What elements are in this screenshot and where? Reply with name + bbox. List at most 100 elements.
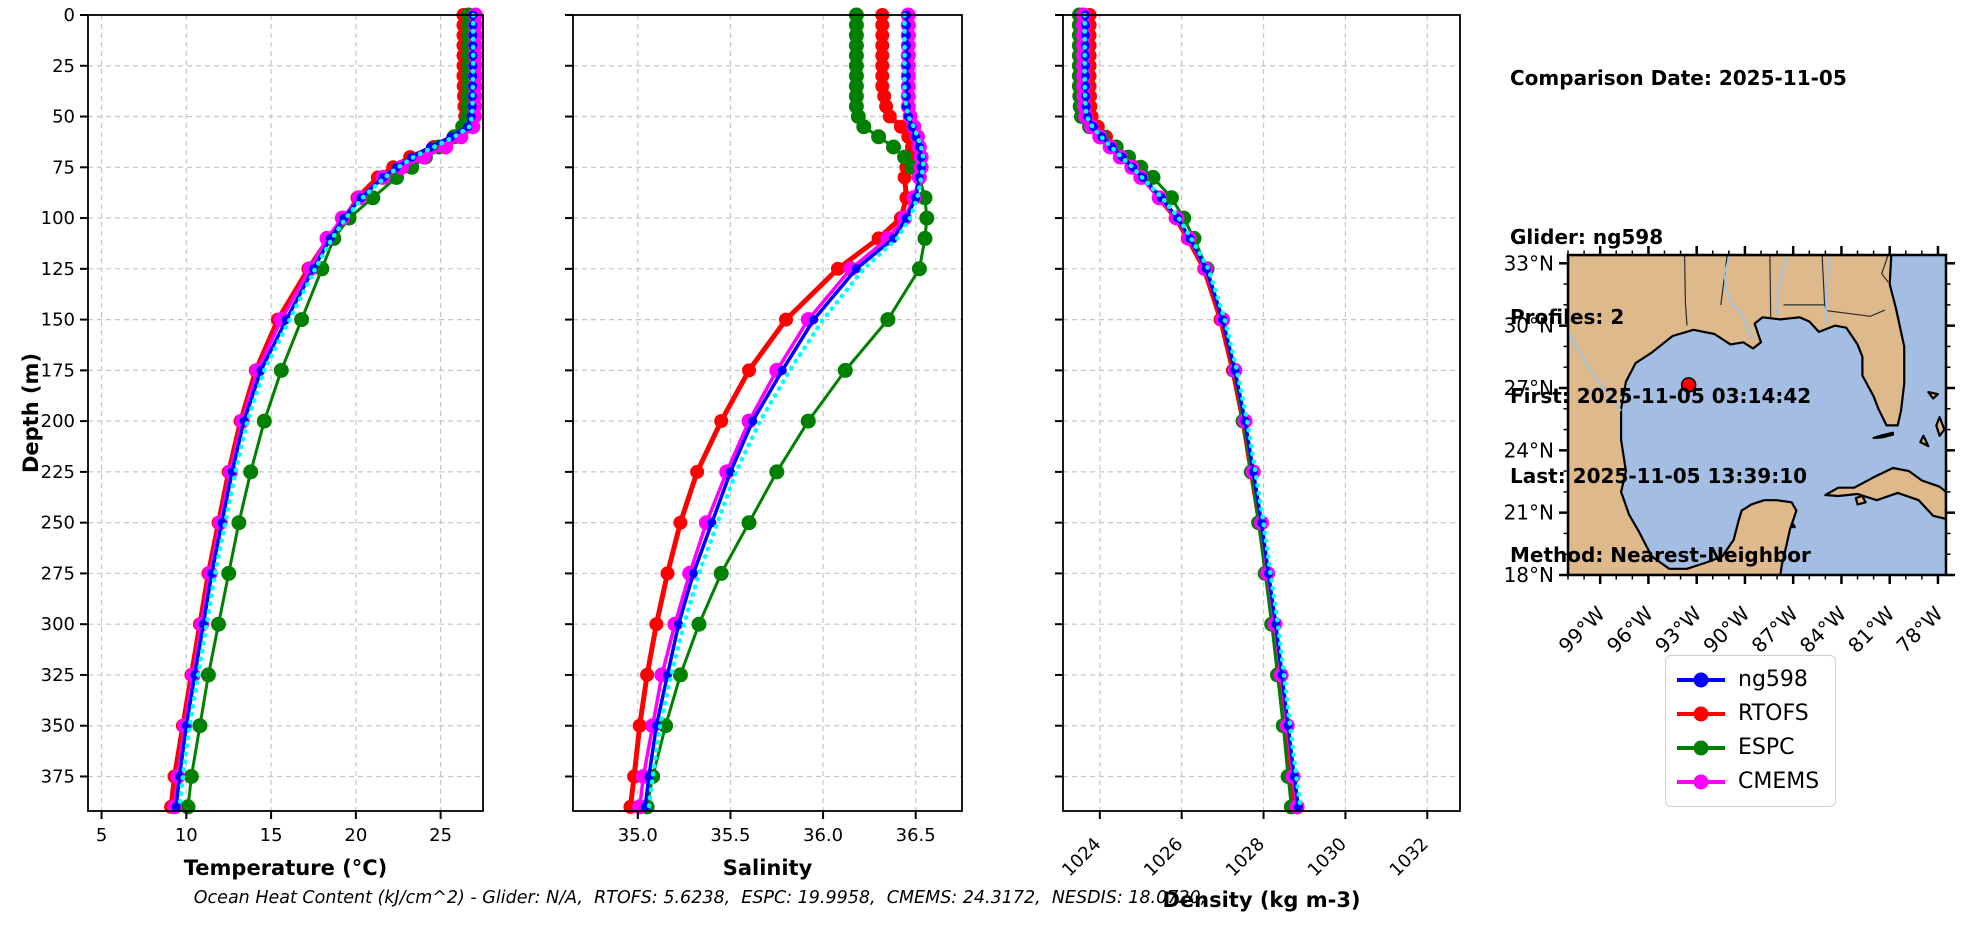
x-axis-label: Density (kg m-3): [1162, 888, 1360, 912]
map-state-border: [1684, 255, 1688, 326]
map-river: [1723, 255, 1754, 341]
x-tick-label: 25: [429, 825, 452, 846]
x-axis-label: Salinity: [723, 856, 813, 880]
map-state-border: [1881, 255, 1889, 283]
y-tick-label: 225: [41, 462, 75, 483]
y-tick-label: 250: [41, 513, 75, 534]
x-tick-label: 20: [344, 825, 367, 846]
y-tick-label: 300: [41, 614, 75, 635]
last-profile-time-text: Last: 2025-11-05 13:39:10: [1510, 463, 1808, 488]
legend-label: RTOFS: [1738, 701, 1809, 726]
x-tick-label: 36.0: [803, 825, 843, 846]
y-axis: 0 25 50 75 100 125 150 175 200 225 250 275 300 325 350…: [41, 5, 88, 787]
legend-item-ng598: ng598: [1677, 663, 1819, 697]
map-state-border: [1720, 255, 1728, 305]
series-NESDIS: [177, 12, 476, 810]
y-tick-label: 50: [52, 107, 75, 128]
map-land: [1872, 431, 1895, 439]
y-tick-label: 75: [52, 157, 75, 178]
y-tick-label: 275: [41, 563, 75, 584]
y-tick-label: 0: [64, 5, 75, 26]
legend-label: ESPC: [1738, 735, 1795, 760]
legend-dot-icon: [1693, 740, 1709, 756]
legend-line-marker-icon: [1677, 740, 1725, 756]
map-land: [1824, 466, 1946, 521]
ohc-footer: Ocean Heat Content (kJ/cm^2) - Glider: N…: [193, 888, 1207, 908]
x-axis-label: Temperature (°C): [184, 856, 387, 880]
map-land: [1919, 434, 1930, 448]
x-tick-label: 15: [260, 825, 283, 846]
y-tick-label: 325: [41, 665, 75, 686]
legend: ng598 RTOFS ESPC CMEMS: [1665, 655, 1837, 807]
y-tick-label: 350: [41, 716, 75, 737]
map-land: [1854, 494, 1867, 506]
grid: [88, 14, 483, 811]
info-spacer: [1510, 145, 1847, 172]
salinity-profile-chart: 35.0 35.5 36.0 36.5 Salinity: [565, 7, 963, 880]
map-land: [1789, 521, 1796, 529]
map-land: [1568, 255, 1906, 575]
legend-label: CMEMS: [1738, 769, 1820, 794]
x-tick-label: 35.5: [710, 825, 750, 846]
legend-item-ESPC: ESPC: [1677, 731, 1819, 765]
map-lat-label: 18°N: [1504, 563, 1554, 587]
x-tick-label: 10: [175, 825, 198, 846]
map-lat-label: 27°N: [1504, 376, 1554, 400]
y-axis: [1055, 14, 1063, 778]
info-panel: Comparison Date: 2025-11-05 Glider: ng59…: [1510, 12, 1847, 622]
map-state-border: [1769, 255, 1772, 319]
map-lat-label: 24°N: [1504, 438, 1554, 462]
y-axis-label: Depth (m): [19, 353, 43, 473]
x-tick-label: 35.0: [618, 825, 658, 846]
legend-label: ng598: [1738, 667, 1808, 692]
map-lat-label: 33°N: [1504, 251, 1554, 275]
y-tick-label: 200: [41, 411, 75, 432]
comparison-date-text: Comparison Date: 2025-11-05: [1510, 66, 1847, 90]
y-tick-label: 25: [52, 56, 75, 77]
grid: [1063, 14, 1460, 811]
map-land: [1927, 391, 1940, 400]
legend-line-marker-icon: [1677, 774, 1725, 790]
glider-position-marker: [1680, 377, 1697, 393]
y-tick-label: 125: [41, 259, 75, 280]
y-tick-label: 175: [41, 360, 75, 381]
y-tick-label: 375: [41, 766, 75, 787]
temperature-profile-chart: 5 10 15 20 250255075100125150175200225250275…: [19, 5, 484, 880]
x-tick-label: 1030: [1304, 834, 1351, 881]
map-land: [1935, 416, 1946, 437]
x-tick-label: 1026: [1140, 834, 1187, 881]
first-profile-time-text: First: 2025-11-05 03:14:42: [1510, 384, 1812, 408]
legend-line-marker-icon: [1677, 672, 1725, 688]
y-tick-label: 150: [41, 310, 75, 331]
legend-line-marker-icon: [1677, 706, 1725, 722]
y-tick-label: 100: [41, 208, 75, 229]
x-tick-label: 1024: [1058, 834, 1105, 881]
map-lat-label: 30°N: [1504, 314, 1554, 338]
map-river: [1825, 257, 1830, 324]
map-river: [1776, 255, 1788, 316]
y-axis: [565, 14, 573, 778]
profiles-count-text: Profiles: 2: [1510, 304, 1625, 329]
map-lat-label: 21°N: [1504, 501, 1554, 525]
method-text: Method: Nearest-Neighbor: [1510, 543, 1811, 567]
legend-dot-icon: [1693, 672, 1709, 688]
series-NESDIS: [1082, 12, 1303, 810]
legend-item-CMEMS: CMEMS: [1677, 765, 1819, 799]
x-axis: 35.0 35.5 36.0 36.5: [618, 811, 936, 846]
legend-dot-icon: [1693, 774, 1709, 790]
series-NESDIS: [646, 12, 926, 810]
x-axis: 5 10 15 20 25: [96, 811, 452, 846]
legend-item-RTOFS: RTOFS: [1677, 697, 1819, 731]
x-axis: 1024 1026 1028 1030 1032: [1058, 811, 1433, 881]
map-river: [1568, 331, 1622, 412]
map-lon-label: 78°W: [1891, 601, 1947, 657]
map-lon-label: 81°W: [1843, 601, 1899, 657]
map-state-border: [1821, 255, 1826, 305]
x-tick-label: 36.5: [896, 825, 936, 846]
x-tick-label: 1028: [1222, 834, 1269, 881]
x-tick-label: 5: [96, 825, 107, 846]
x-tick-label: 1032: [1386, 834, 1433, 881]
legend-dot-icon: [1693, 706, 1709, 722]
glider-name-text: Glider: ng598: [1510, 225, 1664, 249]
